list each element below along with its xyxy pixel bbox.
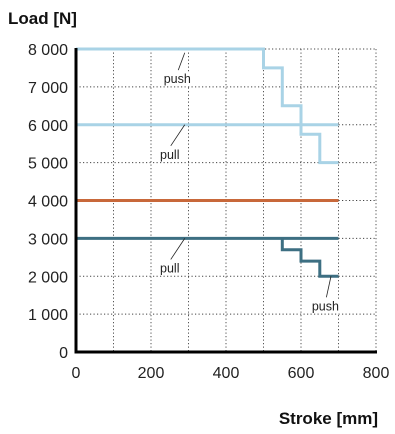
axes — [74, 48, 377, 354]
y-tick-label: 6 000 — [28, 118, 68, 135]
annotation-background — [154, 261, 185, 276]
series-line-1 — [76, 47, 339, 165]
annotation-background — [154, 147, 185, 162]
annotation-label: pull — [160, 261, 179, 275]
annotation-pointer — [170, 238, 186, 260]
annotation-pointer — [170, 124, 186, 147]
x-tick-label: 600 — [288, 365, 315, 382]
tick-labels: 0 200 400 600 800 0 1 000 2 000 3 000 4 000 5 000 6… — [28, 42, 389, 382]
annotation-background — [310, 299, 341, 314]
y-axis-label: Load [N] — [8, 9, 77, 28]
x-axis-label: Stroke [mm] — [279, 409, 378, 428]
x-tick-label: 200 — [138, 365, 165, 382]
y-tick-label: 7 000 — [28, 80, 68, 97]
annotation-label: push — [312, 299, 339, 313]
x-tick-label: 0 — [72, 365, 81, 382]
y-tick-label: 2 000 — [28, 269, 68, 286]
annotation-background — [162, 72, 193, 87]
annotation-pointer — [177, 52, 186, 71]
y-tick-label: 1 000 — [28, 307, 68, 324]
x-tick-label: 800 — [363, 365, 390, 382]
annotation-label: pull — [160, 148, 179, 162]
x-tick-label: 400 — [213, 365, 240, 382]
y-tick-label: 0 — [59, 345, 68, 362]
series-line-5 — [280, 238, 339, 278]
annotation-pointer — [325, 276, 332, 298]
y-tick-label: 3 000 — [28, 231, 68, 248]
annotation-label: push — [164, 72, 191, 86]
y-tick-label: 8 000 — [28, 42, 68, 59]
annotations: push pull pull push — [154, 52, 341, 314]
series-group — [76, 47, 339, 278]
y-tick-label: 5 000 — [28, 156, 68, 173]
y-tick-label: 4 000 — [28, 194, 68, 211]
